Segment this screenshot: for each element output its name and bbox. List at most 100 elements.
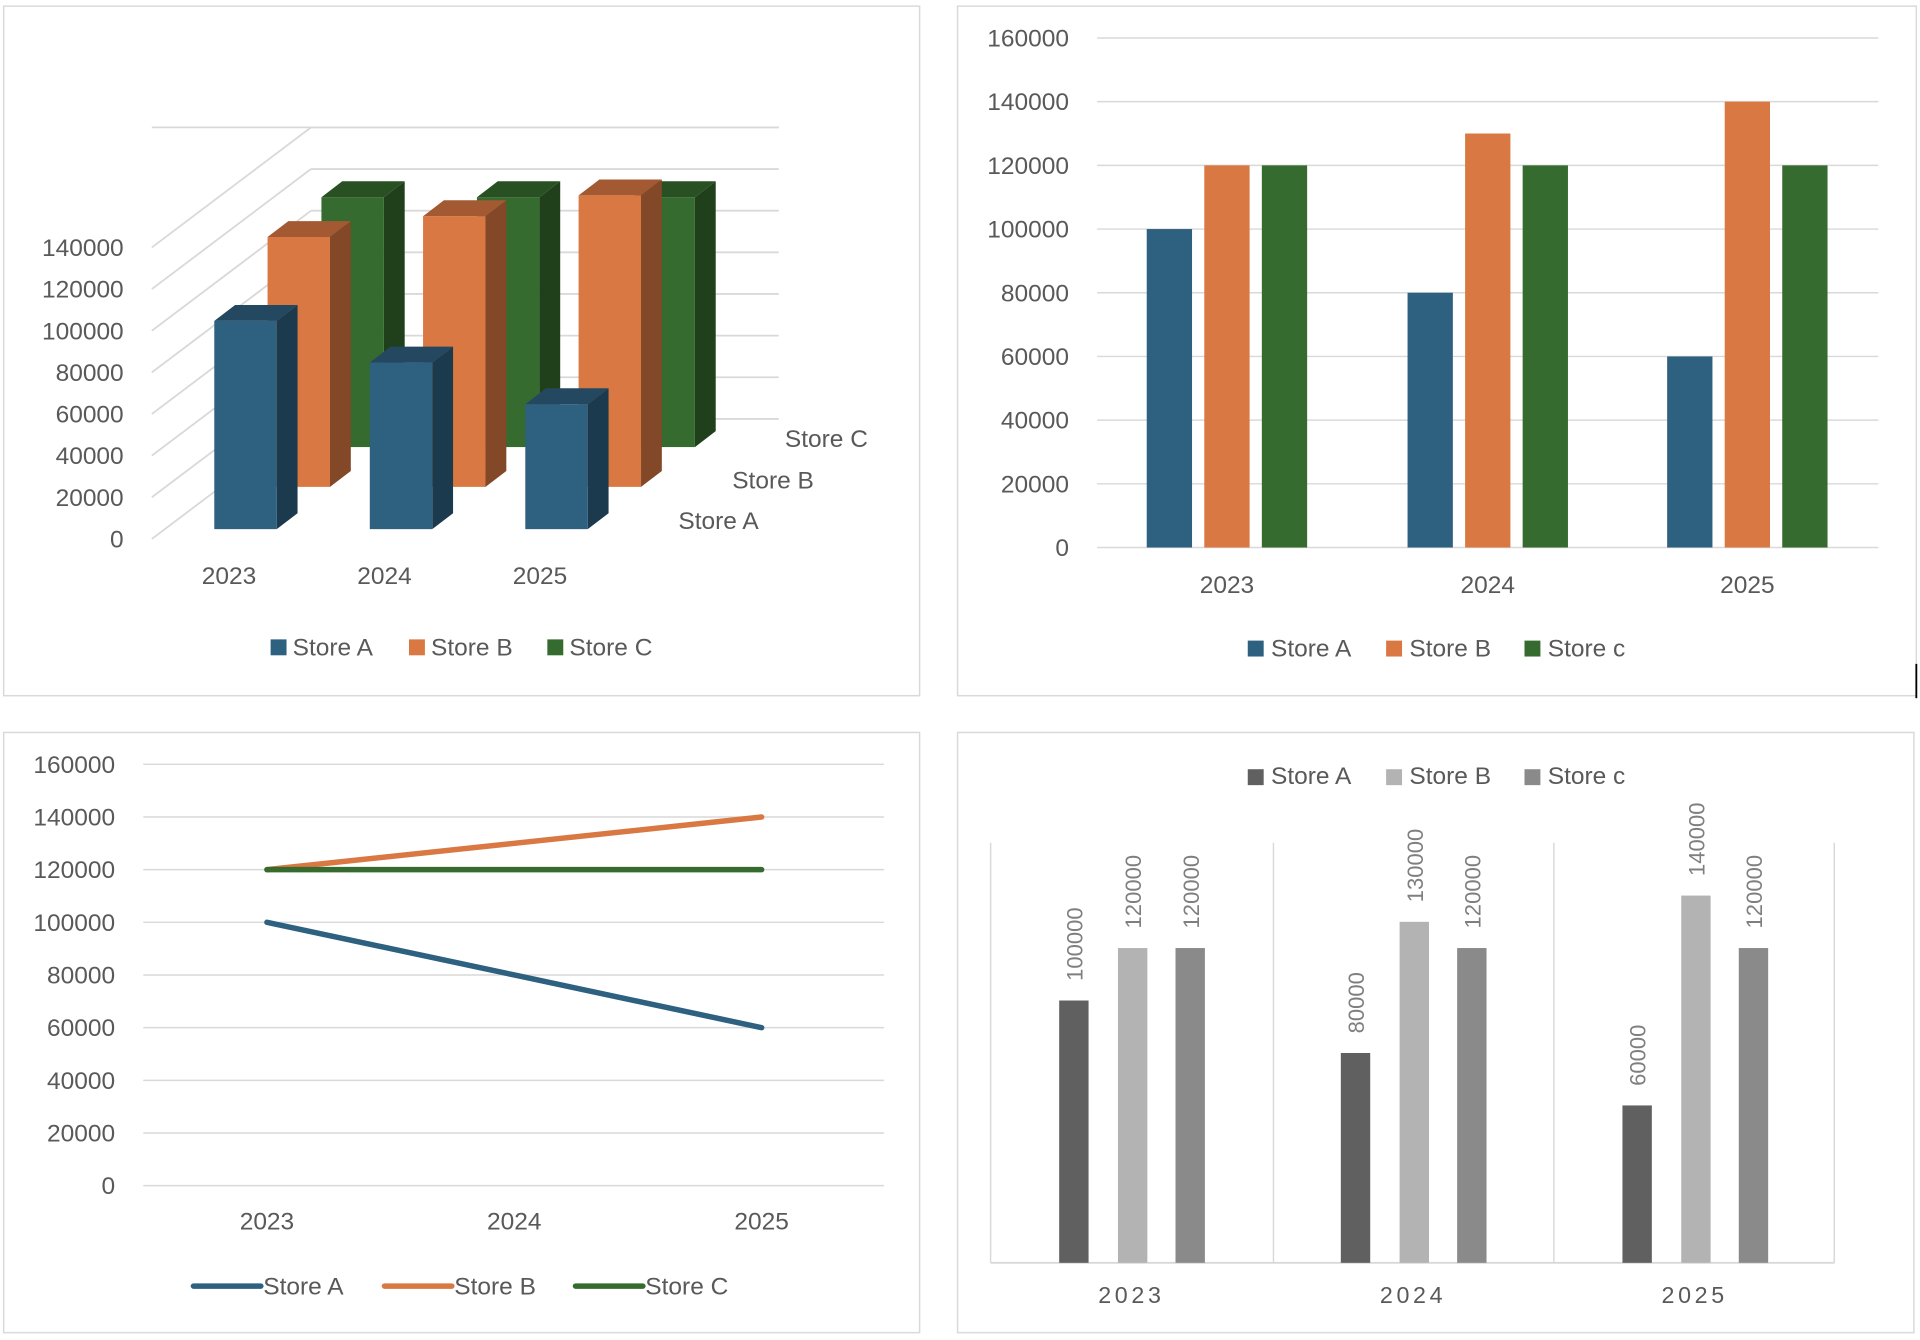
- y-tick-label: 100000: [33, 910, 115, 937]
- y-tick-label: 0: [1055, 535, 1069, 562]
- bar: [1059, 1000, 1089, 1263]
- y-tick-label: 40000: [47, 1068, 115, 1095]
- bar: [1782, 165, 1828, 548]
- y-tick-label: 80000: [47, 963, 115, 990]
- bar-side: [539, 181, 561, 448]
- side-wall-gridline: [151, 126, 312, 249]
- y-tick-label: 40000: [1001, 408, 1069, 435]
- bar-top: [214, 304, 298, 321]
- data-label: 80000: [1344, 972, 1369, 1033]
- y-tick-label: 20000: [47, 1121, 115, 1148]
- legend-swatch: [1524, 769, 1541, 786]
- bar: [1457, 948, 1487, 1263]
- x-tick-label: 2024: [487, 1209, 541, 1236]
- bar: [1340, 1052, 1371, 1263]
- legend-swatch: [1524, 640, 1541, 657]
- bar-side: [330, 221, 351, 487]
- chart-line: 0 20000 40000 60000 80000 100000 120000 140000 1…: [33, 752, 885, 1301]
- bar: [1261, 165, 1308, 548]
- bar: [369, 362, 433, 530]
- legend-label: Store A: [1271, 636, 1352, 663]
- legend-swatch: [408, 639, 425, 656]
- y-tick-label: 80000: [56, 360, 124, 387]
- y-tick-label: 60000: [47, 1015, 115, 1042]
- data-label: 130000: [1403, 829, 1428, 903]
- data-label: 60000: [1626, 1025, 1651, 1086]
- data-label: 120000: [1179, 855, 1204, 929]
- legend-label: Store C: [645, 1274, 728, 1301]
- legend-swatch: [1386, 769, 1403, 786]
- x-tick-label: 2025: [734, 1209, 788, 1236]
- legend-label: Store A: [263, 1274, 344, 1301]
- bar: [1175, 948, 1205, 1263]
- y-tick-label: 120000: [42, 277, 124, 304]
- bar-side: [694, 181, 716, 448]
- bar: [1522, 165, 1568, 548]
- bar-top: [525, 388, 609, 405]
- bar: [1146, 229, 1193, 548]
- y-tick-label: 100000: [42, 318, 124, 345]
- bar: [1667, 356, 1713, 548]
- data-label: 100000: [1062, 907, 1087, 981]
- series-line: [264, 814, 765, 873]
- chart-gray-bar: 100000 80000 60000 120000 130000 140000 120000…: [989, 763, 1836, 1308]
- x-tick-label: 2024: [357, 563, 411, 590]
- legend-label: Store A: [293, 634, 374, 661]
- chart-bar: 0 20000 40000 60000 80000 100000 120000 140000 1…: [987, 26, 1879, 663]
- y-tick-label: 20000: [56, 485, 124, 512]
- bar-top: [267, 221, 351, 238]
- y-tick-label: 80000: [1001, 280, 1069, 307]
- bar: [1407, 292, 1453, 548]
- bar: [1117, 948, 1148, 1263]
- legend-label: Store B: [1409, 763, 1491, 790]
- series-line: [264, 919, 765, 1031]
- bar: [1724, 101, 1770, 548]
- legend-swatch: [270, 639, 287, 656]
- chart-panel-gray-bar[interactable]: [956, 731, 1915, 1334]
- y-tick-label: 0: [110, 527, 124, 554]
- y-tick-label: 40000: [56, 443, 124, 470]
- legend-swatch: [1386, 640, 1403, 657]
- chart-panel-line[interactable]: [2, 731, 921, 1334]
- legend-swatch: [1247, 640, 1264, 657]
- data-label: 140000: [1684, 802, 1709, 876]
- bar-side: [432, 346, 454, 530]
- legend-label: Store A: [1271, 763, 1352, 790]
- x-tick-label: 2023: [1200, 572, 1254, 599]
- data-label: 120000: [1460, 855, 1485, 929]
- y-tick-label: 160000: [987, 26, 1069, 53]
- bar-side: [276, 304, 298, 530]
- y-tick-label: 60000: [56, 402, 124, 429]
- bar: [1622, 1105, 1652, 1263]
- legend-swatch: [1247, 769, 1264, 786]
- x-tick-label: 2023: [1098, 1282, 1164, 1308]
- depth-axis-label: Store C: [785, 426, 868, 453]
- bar: [1204, 165, 1250, 548]
- legend-label: Store c: [1548, 636, 1626, 663]
- y-tick-label: 20000: [1001, 471, 1069, 498]
- bar: [1399, 921, 1429, 1263]
- depth-axis-label: Store B: [732, 468, 814, 495]
- legend-label: Store c: [1548, 763, 1626, 790]
- depth-axis-label: Store A: [678, 508, 759, 535]
- bar: [1681, 895, 1711, 1263]
- side-wall-gridline: [151, 168, 312, 290]
- bar: [525, 404, 588, 530]
- chart-3d-bar: 0 20000 40000 60000 80000 100000 120000 140000 2…: [42, 126, 868, 661]
- legend-label: Store B: [454, 1274, 536, 1301]
- bar-top: [369, 346, 454, 363]
- legend-label: Store B: [431, 634, 513, 661]
- bar-side: [641, 179, 662, 487]
- bar: [1465, 133, 1511, 548]
- bar-top: [321, 181, 405, 198]
- x-tick-label: 2023: [202, 563, 256, 590]
- bar-top: [423, 200, 507, 217]
- y-tick-label: 140000: [42, 235, 124, 262]
- y-tick-label: 120000: [987, 153, 1069, 180]
- y-tick-label: 120000: [33, 857, 115, 884]
- y-tick-label: 140000: [33, 805, 115, 832]
- y-tick-label: 0: [101, 1173, 115, 1200]
- legend-label: Store C: [569, 634, 652, 661]
- x-tick-label: 2024: [1461, 572, 1515, 599]
